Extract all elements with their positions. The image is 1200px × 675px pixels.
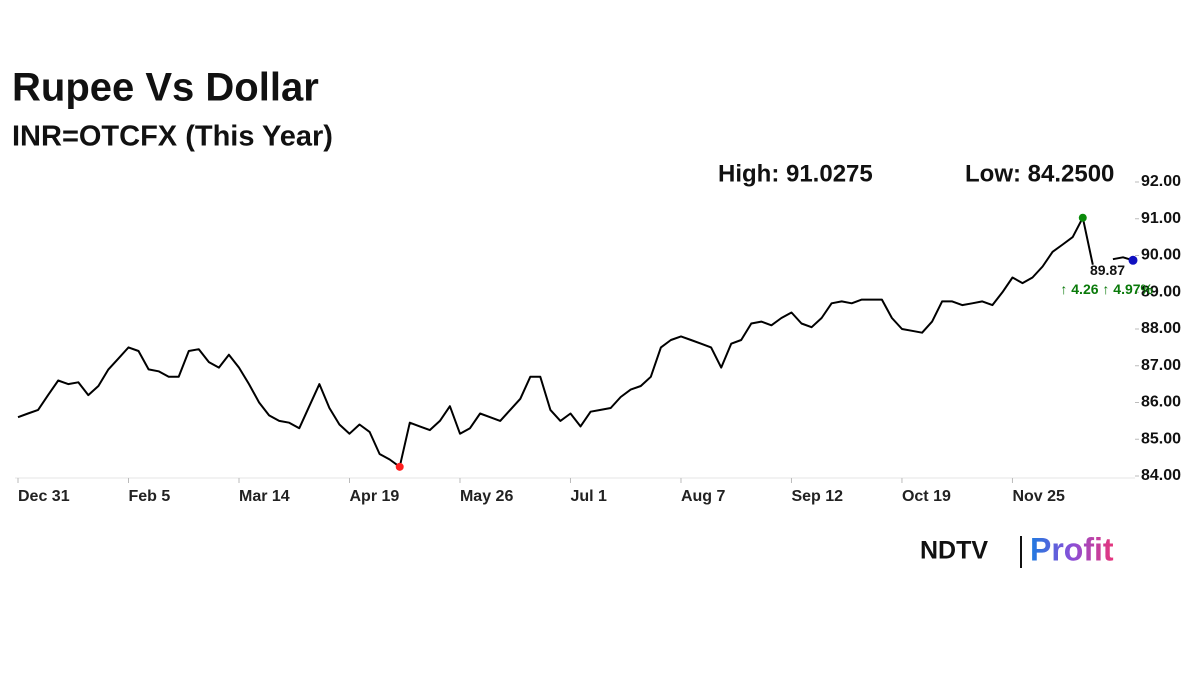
y-tick-label: 85.00 (1141, 430, 1181, 447)
low-label: Low: 84.2500 (965, 160, 1114, 187)
price-line (17, 216, 1134, 468)
brand-name: NDTV (920, 537, 988, 565)
brand-product: Profit (1030, 531, 1114, 567)
x-tick-label: Mar 14 (239, 488, 290, 505)
y-tick-label: 86.00 (1141, 394, 1181, 411)
x-tick-label: Jul 1 (570, 488, 607, 505)
y-tick-label: 88.00 (1141, 320, 1181, 337)
y-tick-label: 89.00 (1141, 283, 1181, 300)
y-tick-label: 84.00 (1141, 467, 1181, 484)
low-marker (395, 462, 404, 471)
x-tick-label: Dec 31 (18, 488, 70, 505)
x-tick-label: Aug 7 (681, 488, 726, 505)
x-tick-label: Oct 19 (902, 488, 951, 505)
high-label: High: 91.0275 (718, 160, 873, 187)
y-tick-label: 90.00 (1141, 247, 1181, 264)
chart-title: Rupee Vs Dollar (12, 66, 319, 110)
high-marker (1078, 213, 1087, 222)
y-tick-label: 92.00 (1141, 173, 1181, 190)
x-tick-label: Feb 5 (128, 488, 170, 505)
last-marker (1128, 255, 1138, 265)
y-tick-label: 87.00 (1141, 357, 1181, 374)
y-tick-label: 91.00 (1141, 210, 1181, 227)
x-tick-label: Nov 25 (1012, 488, 1065, 505)
chart-subtitle: INR=OTCFX (This Year) (12, 121, 333, 153)
change-label: ↑ 4.26 ↑ 4.97% (1060, 281, 1153, 297)
x-tick-label: May 26 (460, 488, 513, 505)
x-tick-label: Apr 19 (349, 488, 399, 505)
x-tick-label: Sep 12 (791, 488, 843, 505)
last-value-label: 89.87 (1090, 262, 1125, 278)
